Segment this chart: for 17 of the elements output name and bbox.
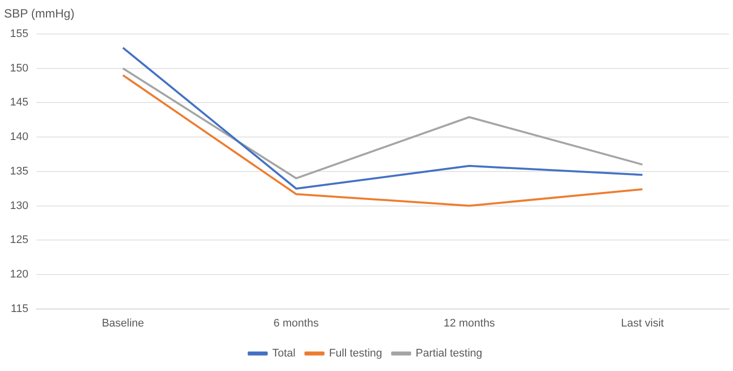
legend-label: Partial testing <box>416 348 482 360</box>
y-tick-label: 120 <box>10 268 28 280</box>
y-tick-label: 140 <box>10 131 28 144</box>
x-tick-label: Last visit <box>621 317 664 330</box>
legend-label: Total <box>272 348 296 360</box>
y-tick-label: 150 <box>10 62 28 74</box>
legend-label: Full testing <box>328 348 382 360</box>
y-tick-label: 125 <box>10 234 28 246</box>
x-tick-label: 6 months <box>273 317 320 330</box>
x-tick-label: Baseline <box>102 317 144 330</box>
y-tick-label: 135 <box>10 165 28 178</box>
y-tick-label: 130 <box>10 200 28 212</box>
y-tick-label: 155 <box>10 28 28 40</box>
x-tick-label: 12 months <box>444 317 496 330</box>
y-tick-label: 115 <box>10 302 28 315</box>
y-tick-label: 145 <box>10 96 28 109</box>
y-axis-title: SBP (mmHg) <box>4 6 74 20</box>
